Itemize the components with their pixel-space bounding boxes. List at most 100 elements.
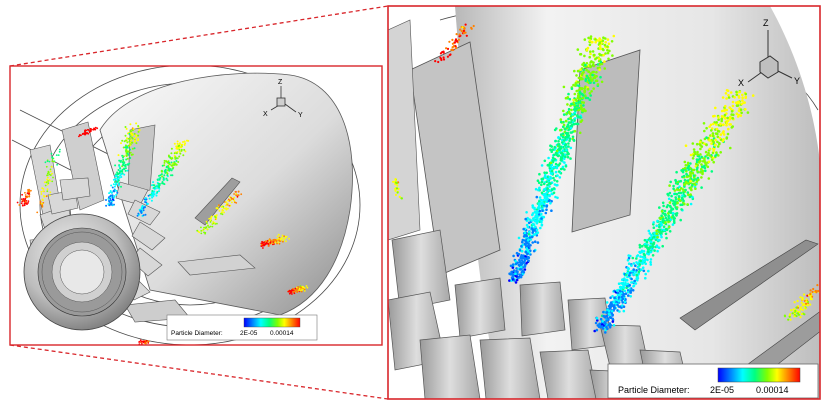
particle (627, 254, 630, 257)
particle (151, 196, 154, 199)
particle (527, 250, 530, 253)
particle (575, 89, 578, 93)
particle (302, 286, 305, 289)
particle (540, 183, 543, 187)
particle (120, 142, 122, 145)
particle (595, 56, 599, 60)
particle (544, 176, 548, 179)
particle (147, 340, 150, 343)
particle (27, 202, 29, 204)
particle (683, 183, 686, 187)
particle (455, 40, 459, 43)
particle (638, 246, 642, 249)
particle (570, 131, 573, 134)
particle (525, 211, 528, 214)
particle (635, 273, 638, 277)
particle (527, 232, 531, 236)
particle (712, 122, 715, 126)
particle (600, 323, 604, 326)
particle (630, 281, 633, 284)
particle (692, 148, 696, 151)
particle (177, 161, 180, 163)
particle (153, 186, 156, 189)
left-axis-y: Y (298, 112, 303, 119)
particle (585, 48, 589, 52)
particle (514, 281, 518, 284)
particle (23, 202, 26, 205)
particle (567, 121, 571, 124)
particle (683, 160, 687, 164)
particle (720, 119, 723, 123)
particle (592, 76, 595, 80)
particle (277, 233, 280, 236)
particle (200, 230, 203, 232)
particle (564, 165, 568, 168)
particle (566, 123, 570, 127)
particle (518, 268, 522, 271)
particle (710, 158, 714, 162)
particle (212, 221, 215, 223)
particle (522, 227, 525, 231)
particle (166, 179, 169, 182)
particle (51, 180, 54, 183)
particle (549, 148, 552, 151)
particle (716, 145, 720, 148)
left-legend-label: Particle Diameter: (171, 330, 223, 337)
particle (616, 294, 620, 297)
particle (728, 106, 731, 109)
particle (94, 126, 97, 129)
particle (203, 231, 205, 234)
particle (663, 209, 667, 213)
particle (652, 242, 655, 246)
particle (513, 279, 516, 282)
particle (630, 277, 633, 281)
particle (89, 127, 92, 130)
particle (680, 187, 683, 190)
particle (553, 128, 557, 132)
particle (138, 129, 141, 132)
particle (224, 207, 227, 210)
zoom-connector (9, 5, 389, 400)
particle (783, 315, 787, 318)
particle (603, 67, 606, 70)
particle (129, 151, 132, 154)
particle (564, 128, 567, 131)
particle (548, 185, 551, 188)
particle (303, 288, 306, 291)
particle (729, 146, 732, 150)
particle (633, 279, 637, 283)
particle (155, 192, 158, 195)
particle (649, 258, 653, 261)
particle (533, 210, 537, 214)
particle (577, 108, 581, 112)
particle (549, 144, 552, 147)
particle (522, 270, 526, 274)
particle (606, 48, 609, 52)
particle (572, 108, 576, 111)
particle (610, 303, 614, 306)
particle (664, 232, 668, 236)
particle (740, 102, 744, 106)
particle (137, 212, 140, 215)
particle (130, 133, 133, 136)
particle (47, 180, 49, 182)
particle (161, 181, 164, 183)
particle (613, 304, 616, 308)
particle (221, 209, 224, 212)
particle (170, 174, 172, 177)
particle (147, 194, 150, 197)
particle (529, 249, 532, 252)
particle (120, 176, 123, 178)
particle (622, 285, 625, 289)
particle (234, 190, 237, 193)
particle (626, 271, 629, 275)
particle (144, 197, 147, 199)
particle (46, 190, 49, 193)
particle (81, 133, 84, 136)
particle (796, 299, 799, 303)
particle (713, 147, 716, 150)
particle (563, 161, 566, 164)
particle (606, 38, 610, 41)
particle (712, 160, 715, 164)
particle (626, 266, 630, 270)
